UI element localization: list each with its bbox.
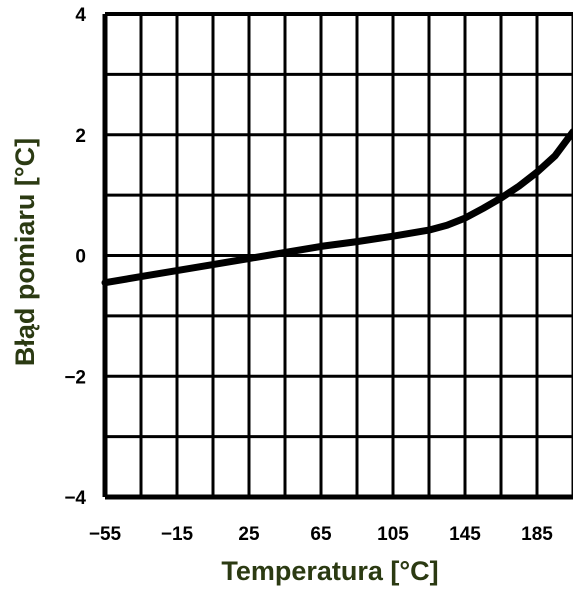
x-tick-label: 25 <box>238 524 260 545</box>
x-tick-label: −55 <box>89 524 122 545</box>
x-tick-label: 185 <box>521 524 553 545</box>
y-tick-label: 0 <box>75 247 86 268</box>
x-tick-labels: −55 −15 25 65 105 145 185 <box>89 524 553 545</box>
curve-layer <box>105 132 573 283</box>
x-tick-label: 105 <box>377 524 409 545</box>
x-tick-label: 145 <box>449 524 481 545</box>
y-tick-labels: 4 2 0 −2 −4 <box>64 5 86 509</box>
series-line <box>105 132 573 283</box>
x-tick-label: 65 <box>310 524 332 545</box>
y-tick-label: −2 <box>64 367 86 388</box>
y-tick-label: 4 <box>75 5 86 26</box>
y-tick-label: 2 <box>75 126 86 147</box>
y-axis-label: Błąd pomiaru [°C] <box>10 138 40 366</box>
grid <box>105 14 573 497</box>
y-tick-label: −4 <box>64 488 86 509</box>
x-axis-label: Temperatura [°C] <box>221 556 438 586</box>
x-tick-label: −15 <box>161 524 194 545</box>
